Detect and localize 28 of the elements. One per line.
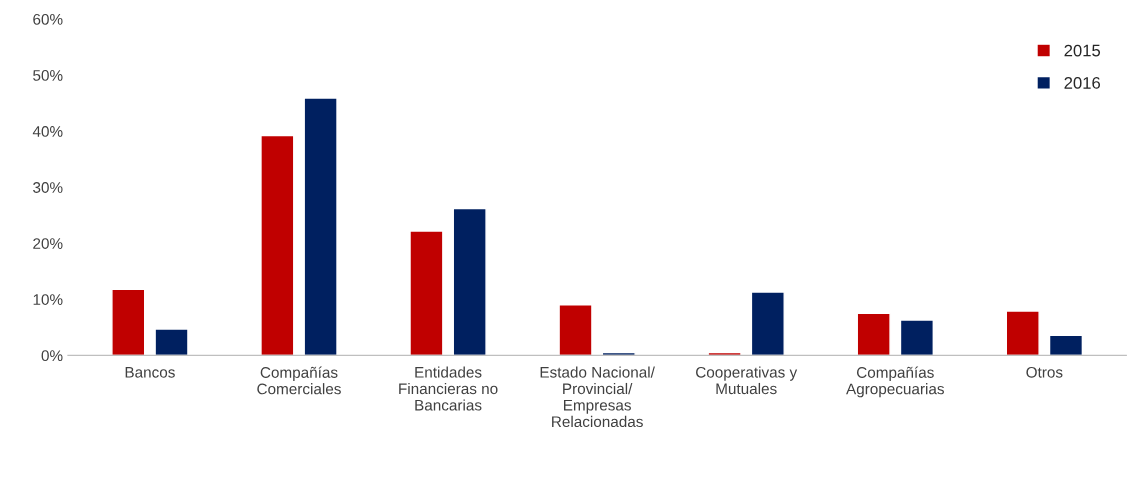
x-tick-label: Entidades Financieras no Bancarias (399, 366, 498, 411)
y-tick-label: 50% (33, 70, 63, 81)
bar (111, 288, 146, 356)
bar (750, 291, 785, 356)
y-tick-label: 10% (33, 294, 63, 305)
y-tick-label: 30% (33, 182, 63, 193)
x-tick-label: Compañías Agropecuarias (846, 366, 944, 398)
bar (303, 97, 338, 356)
x-tick-label: Cooperativas y Mutuales (696, 366, 798, 395)
x-tick-label: Compañías Comerciales (257, 366, 341, 395)
x-tick-label: Bancos (125, 367, 175, 378)
legend-label: 2016 (1064, 76, 1101, 89)
y-tick-label: 0% (41, 350, 63, 362)
bar (260, 134, 295, 356)
bar (899, 319, 934, 356)
y-tick-label: 60% (33, 13, 63, 25)
bar (1005, 310, 1040, 356)
x-tick-label: Otros (1026, 366, 1063, 378)
x-tick-label: Estado Nacional/ Provincial/ Empresas Relacionadas (540, 366, 655, 428)
bar (452, 207, 487, 356)
y-tick-label: 20% (33, 238, 63, 249)
bar (409, 230, 444, 356)
bar (558, 304, 593, 356)
y-tick-label: 40% (32, 126, 63, 137)
bar (154, 328, 189, 356)
legend-label: 2015 (1064, 44, 1101, 57)
bar (856, 312, 891, 356)
bar (1048, 334, 1084, 356)
